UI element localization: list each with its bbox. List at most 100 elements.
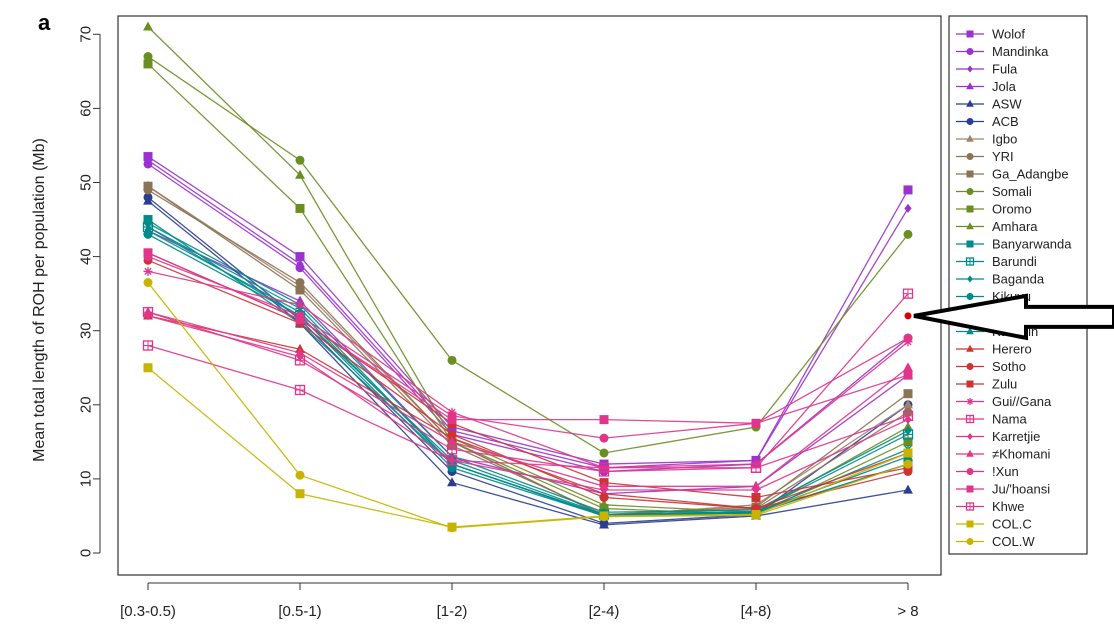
x-tick-label: [1-2) [437,603,468,620]
data-point [295,315,305,325]
legend-item: Oromo [956,202,1032,217]
data-point [903,448,913,458]
data-point [599,448,609,458]
data-point [599,492,609,502]
data-point [751,492,761,502]
legend-item: !Xun [956,464,1019,479]
data-point [295,489,305,499]
legend-marker [966,82,974,90]
legend-label: Khwe [992,499,1025,514]
y-tick-label: 40 [77,248,94,265]
plot-frame [117,15,942,576]
data-point [143,306,153,316]
series-line [147,315,909,491]
data-point [143,59,153,69]
data-point [751,480,761,490]
series-line [147,55,909,454]
data-point [143,248,153,258]
data-point [599,480,609,490]
legend-label: Banyarwanda [992,237,1072,252]
legend-marker [967,433,973,440]
data-point [599,499,609,509]
series-line [147,163,909,473]
legend-label: Wolof [992,27,1025,42]
legend-item: Igbo [956,132,1017,147]
legend-label: Oromo [992,202,1032,217]
y-tick-label: 20 [77,396,94,413]
data-point [295,347,305,357]
legend-label: Ju/'hoansi [992,482,1050,497]
x-tick-label: [0.3-0.5) [120,603,176,620]
data-point [599,512,609,522]
data-point [447,523,457,533]
data-point [143,363,153,373]
series-29 [143,278,913,533]
series-line [147,196,909,525]
data-point [143,225,153,235]
data-point [903,370,913,380]
data-point [144,155,152,165]
legend-label: Jola [992,79,1017,94]
legend-label: YRI [992,149,1014,164]
legend-label: Amhara [992,219,1038,234]
y-tick-label: 30 [77,322,94,339]
legend-item: Banyarwanda [956,237,1072,252]
legend-item: Sotho [956,359,1026,374]
data-point [751,510,761,520]
legend-marker [966,153,974,160]
data-point [903,421,913,431]
legend-item: ACB [956,114,1019,129]
legend-marker [966,398,974,405]
series-9 [143,52,913,458]
legend-label: Fula [992,62,1018,77]
series-26 [143,248,913,428]
legend-marker [965,414,975,424]
legend: Wolof Mandinka Fula Jola ASW ACB Igbo YRI Ga_Ada… [956,27,1072,549]
data-point [143,181,153,191]
legend-marker [965,502,975,511]
data-point [904,203,912,213]
series-3 [143,225,913,498]
legend-marker [967,275,973,283]
legend-item: Khwe [956,499,1025,514]
legend-item: Somali [956,184,1032,199]
legend-label: ≠Khomani [992,447,1051,462]
legend-marker [966,538,974,545]
data-point [295,155,305,165]
legend-label: COL.C [992,517,1032,532]
legend-marker [966,30,974,38]
legend-item: YRI [956,149,1014,164]
data-point [903,484,913,494]
legend-label: Baganda [992,272,1045,287]
data-point [903,362,913,372]
legend-marker [966,134,974,142]
series-23 [144,311,912,495]
legend-marker [966,48,974,55]
series-line [147,255,909,439]
data-point [904,426,912,436]
legend-item: Karretjie [956,429,1040,444]
legend-marker [966,363,974,370]
y-tick-label: 10 [77,471,94,488]
x-tick-label: [0.5-1) [278,603,321,620]
legend-item: Ju/'hoansi [956,482,1050,497]
legend-label: Karretjie [992,429,1040,444]
legend-marker [966,205,974,213]
series-line [147,185,909,516]
legend-item: Ga_Adangbe [956,167,1069,182]
data-point [447,429,457,439]
legend-label: Herero [992,342,1032,357]
legend-marker [966,188,974,195]
legend-item: Gui//Gana [956,394,1052,409]
legend-item: COL.C [956,517,1032,532]
series-line [147,233,909,517]
data-point [903,389,913,399]
series-8 [143,181,913,519]
legend-marker [965,257,975,266]
legend-label: Sotho [992,359,1026,374]
legend-label: Mandinka [992,44,1049,59]
series-24 [143,306,913,490]
series-line [147,200,909,526]
series-27 [142,288,914,473]
